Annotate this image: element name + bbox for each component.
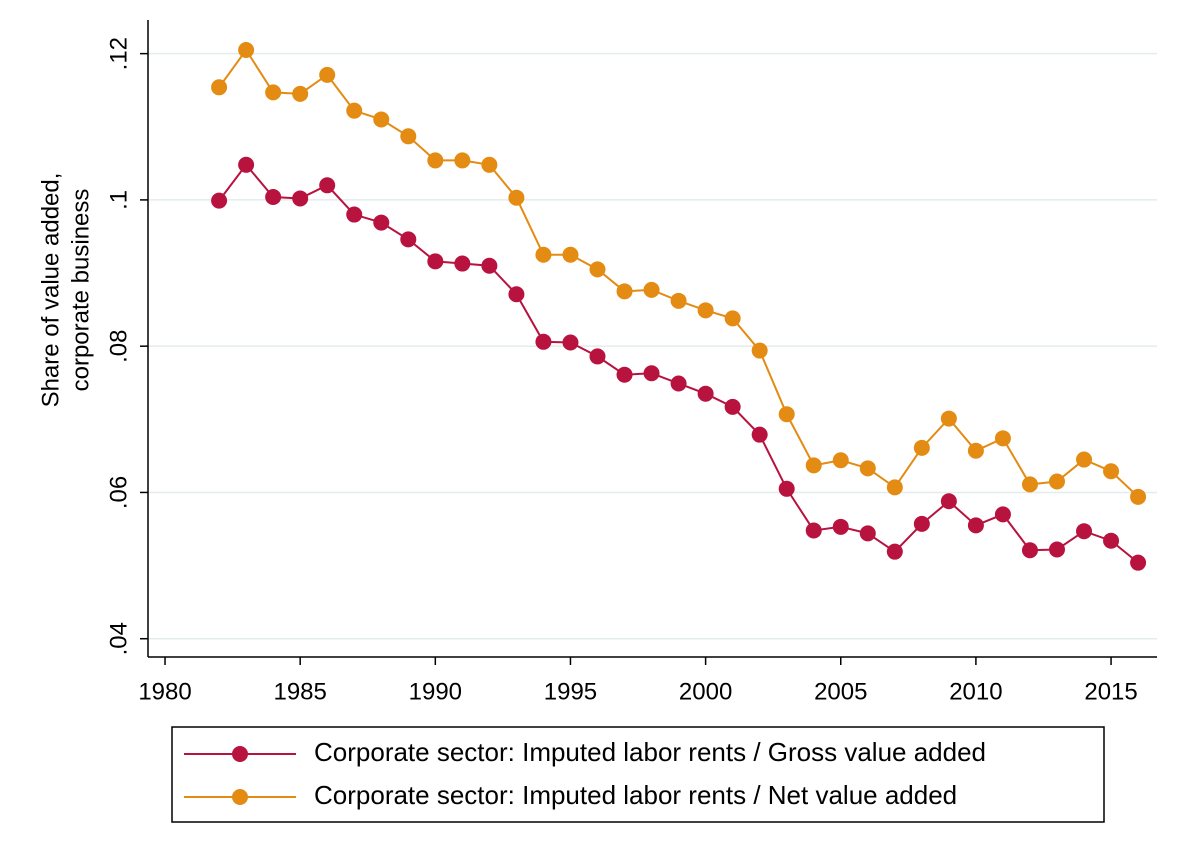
x-tick-label: 1985	[273, 678, 326, 705]
data-point	[967, 442, 984, 459]
legend-label: Corporate sector: Imputed labor rents / …	[314, 737, 986, 767]
data-point	[346, 206, 363, 223]
data-point	[1076, 451, 1093, 468]
data-point	[778, 406, 795, 423]
data-point	[373, 214, 390, 231]
data-point	[967, 517, 984, 534]
y-tick-label: .04	[105, 622, 132, 655]
x-tick-label: 2010	[949, 678, 1002, 705]
y-tick-label: .08	[105, 329, 132, 362]
data-point	[751, 342, 768, 359]
data-point	[940, 410, 957, 427]
data-point	[1021, 476, 1038, 493]
x-tick-label: 1980	[138, 678, 191, 705]
data-point	[1048, 541, 1065, 558]
y-tick-label: .1	[105, 190, 132, 210]
data-point	[319, 177, 336, 194]
data-point	[616, 283, 633, 300]
data-point	[859, 460, 876, 477]
y-axis-title: Share of value added,	[37, 173, 64, 408]
data-point	[265, 188, 282, 205]
data-point	[562, 334, 579, 351]
data-point	[643, 365, 660, 382]
data-point	[535, 246, 552, 263]
data-point	[994, 506, 1011, 523]
data-point	[913, 515, 930, 532]
legend-marker	[232, 746, 248, 762]
data-point	[805, 457, 822, 474]
data-point	[643, 281, 660, 298]
x-tick-label: 2015	[1084, 678, 1137, 705]
data-point	[1130, 488, 1147, 505]
data-point	[1048, 473, 1065, 490]
data-point	[670, 292, 687, 309]
data-point	[589, 348, 606, 365]
data-point	[1021, 542, 1038, 559]
data-point	[616, 366, 633, 383]
data-point	[211, 79, 228, 96]
data-point	[346, 102, 363, 119]
data-point	[1103, 532, 1120, 549]
data-point	[886, 479, 903, 496]
data-point	[832, 452, 849, 469]
data-point	[724, 398, 741, 415]
data-point	[859, 525, 876, 542]
data-point	[913, 439, 930, 456]
data-point	[751, 426, 768, 443]
data-point	[454, 152, 471, 169]
data-point	[886, 543, 903, 560]
data-point	[535, 333, 552, 350]
data-point	[1103, 463, 1120, 480]
data-point	[562, 246, 579, 263]
data-point	[589, 261, 606, 278]
data-point	[238, 41, 255, 58]
data-point	[481, 257, 498, 274]
y-axis-title: corporate business	[67, 189, 94, 392]
data-point	[508, 286, 525, 303]
data-point	[697, 385, 714, 402]
data-point	[265, 84, 282, 101]
data-point	[670, 375, 687, 392]
data-point	[508, 189, 525, 206]
data-point	[994, 430, 1011, 447]
data-point	[427, 253, 444, 270]
data-point	[724, 310, 741, 327]
data-point	[211, 192, 228, 209]
data-point	[373, 111, 390, 128]
data-point	[427, 152, 444, 169]
legend-box	[171, 726, 1105, 823]
x-tick-label: 1995	[544, 678, 597, 705]
legend-label: Corporate sector: Imputed labor rents / …	[314, 780, 957, 810]
data-point	[697, 302, 714, 319]
data-point	[940, 493, 957, 510]
data-point	[778, 480, 795, 497]
data-point	[238, 156, 255, 173]
x-tick-label: 2005	[814, 678, 867, 705]
x-tick-label: 1990	[409, 678, 462, 705]
y-tick-label: .06	[105, 476, 132, 509]
data-point	[832, 518, 849, 535]
data-point	[400, 128, 417, 145]
legend-marker	[232, 789, 248, 805]
data-point	[319, 66, 336, 83]
data-point	[454, 255, 471, 272]
data-point	[805, 522, 822, 539]
data-point	[292, 85, 309, 102]
data-point	[1076, 523, 1093, 540]
x-tick-label: 2000	[679, 678, 732, 705]
data-point	[292, 190, 309, 207]
y-tick-label: .12	[105, 37, 132, 70]
data-point	[400, 231, 417, 248]
data-point	[481, 156, 498, 173]
data-point	[1130, 554, 1147, 571]
